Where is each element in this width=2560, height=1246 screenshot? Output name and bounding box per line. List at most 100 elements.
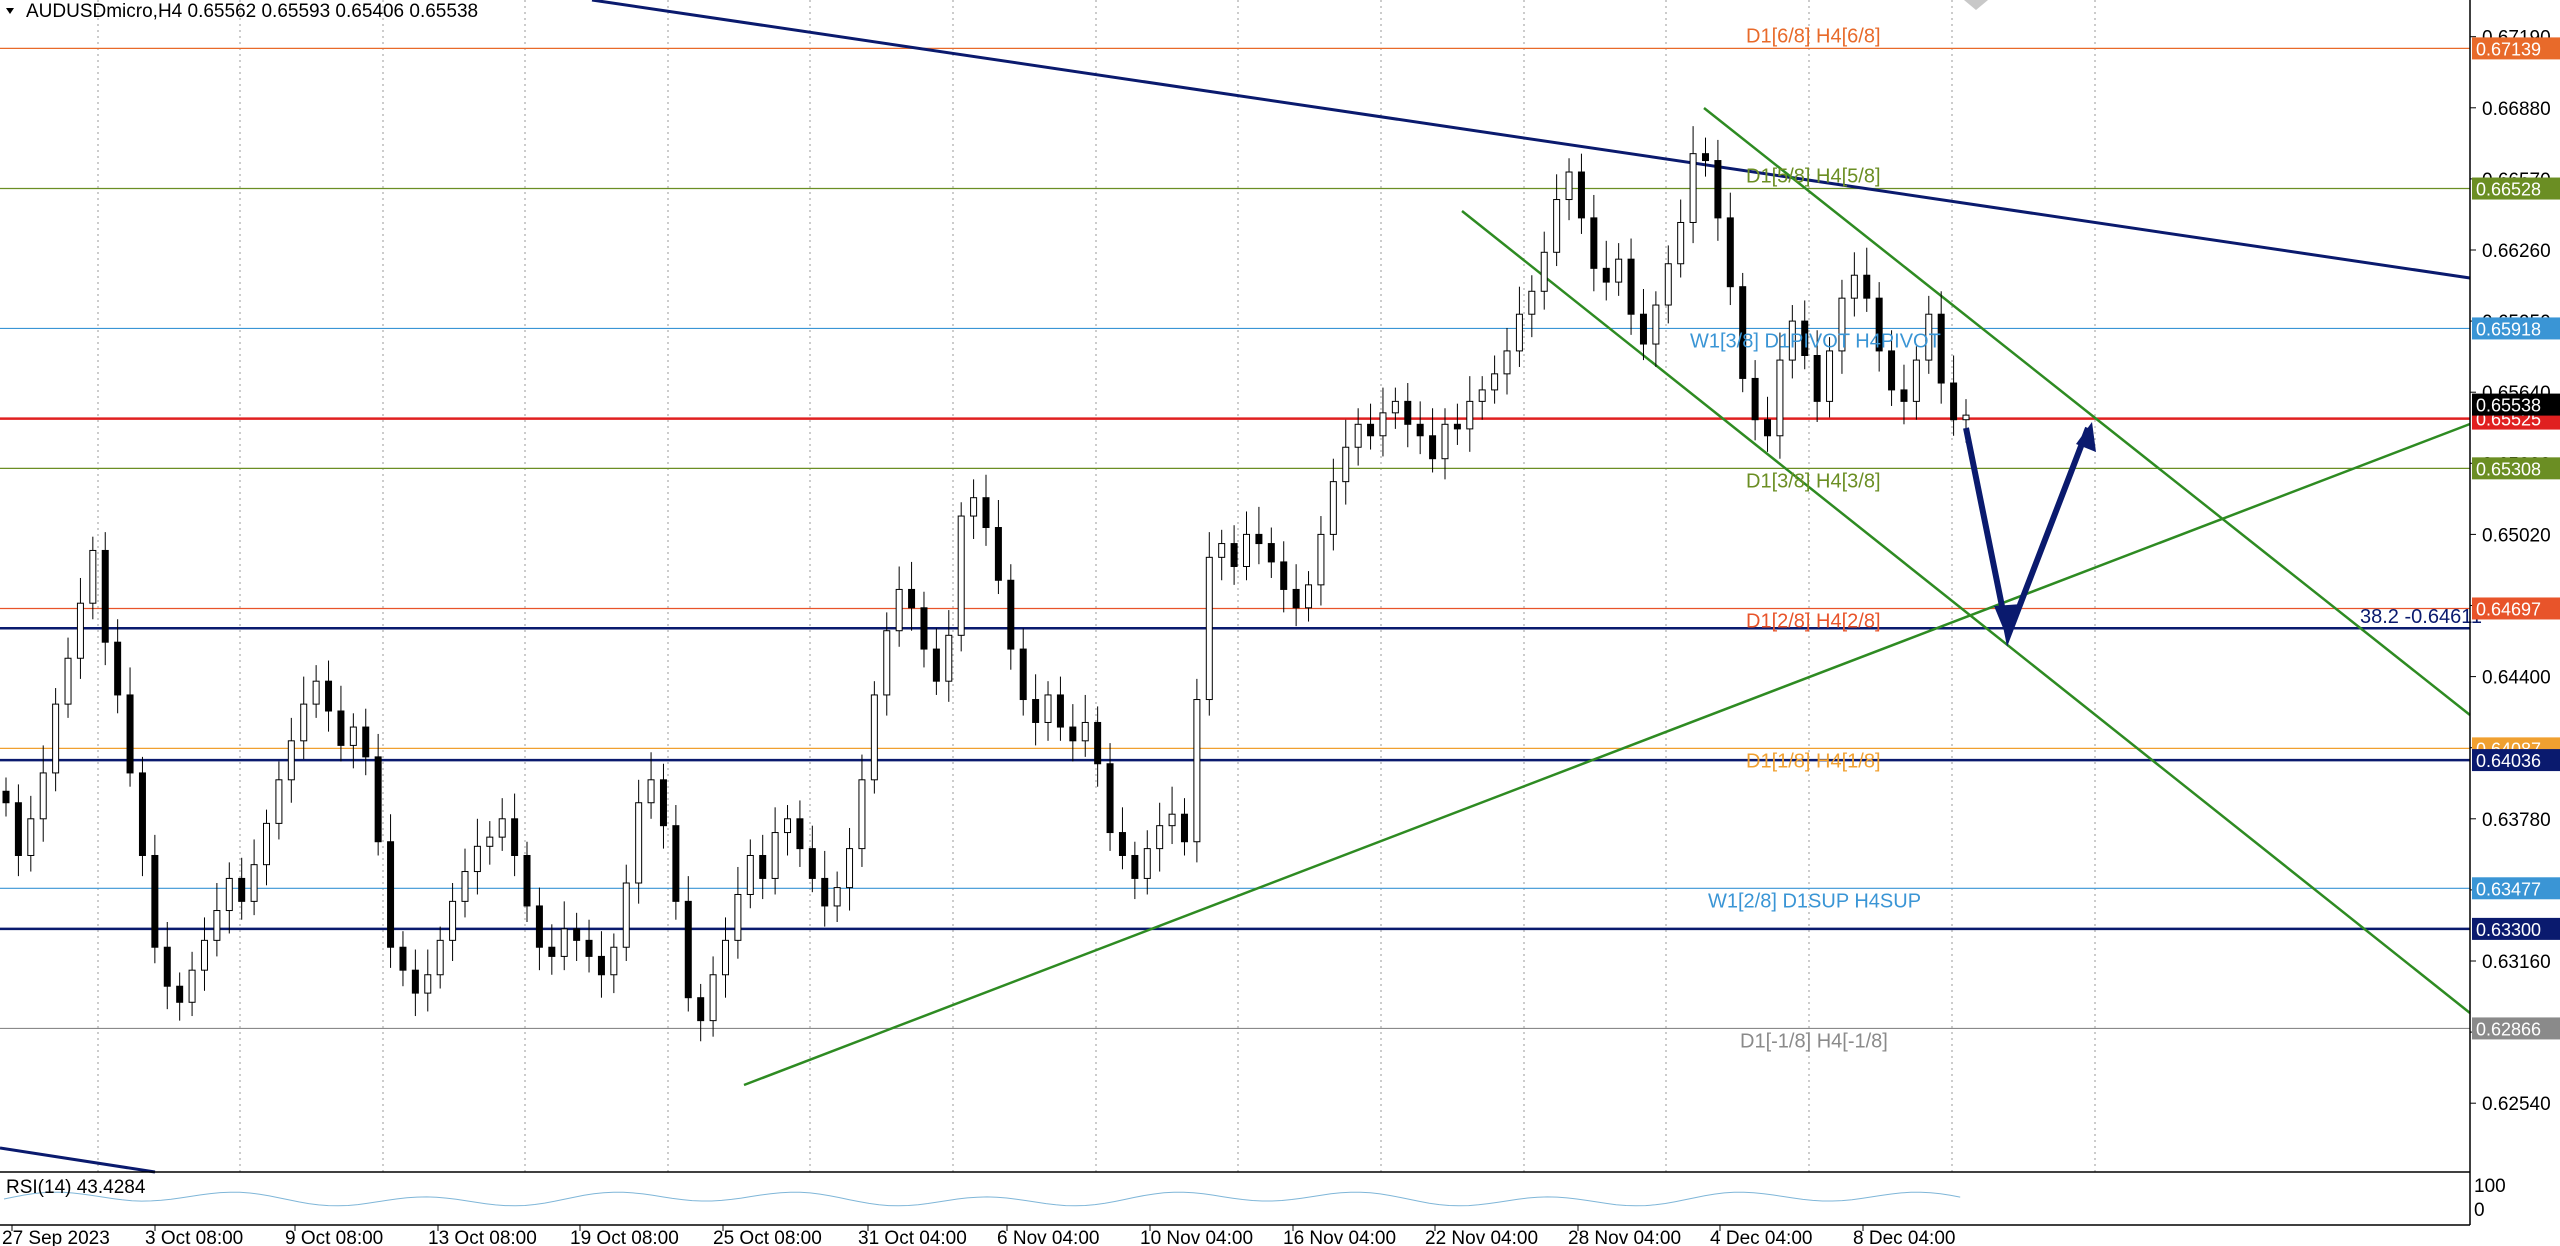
candle-body: [374, 756, 382, 843]
price-tag-box: [2472, 457, 2560, 480]
dropdown-triangle-icon[interactable]: [6, 8, 14, 14]
candle-body: [771, 832, 779, 879]
candle-body: [114, 641, 122, 696]
candle-body: [622, 882, 630, 948]
candle-body: [1751, 377, 1759, 421]
arrow-head-up-icon: [2076, 422, 2096, 452]
lower-trendline: [0, 1146, 156, 1174]
candle-body: [1813, 354, 1821, 402]
candle-body: [1044, 694, 1052, 723]
level-label: W1[3/8] D1PIVOT H4PIVOT: [1690, 330, 1941, 352]
candle-body: [684, 900, 692, 999]
projection-arrows: [1963, 422, 2096, 647]
candle-body: [486, 836, 494, 847]
candle-body: [436, 939, 444, 976]
candle-body: [1218, 543, 1226, 558]
x-tick-label: 9 Oct 08:00: [285, 1228, 383, 1246]
candle-body: [1478, 389, 1486, 402]
y-tick-label: 0.63160: [2482, 952, 2551, 973]
level-label: D1[1/8] H4[1/8]: [1746, 750, 1881, 772]
candle-body: [1391, 400, 1399, 414]
x-tick-label: 22 Nov 04:00: [1425, 1228, 1538, 1246]
candle-body: [1193, 699, 1201, 843]
candle-body: [300, 703, 308, 742]
candle-body: [1677, 221, 1685, 265]
level-label: D1[2/8] H4[2/8]: [1746, 610, 1881, 632]
candle-body: [1156, 825, 1164, 850]
x-tick-label: 3 Oct 08:00: [145, 1228, 243, 1246]
candle-body: [1143, 848, 1151, 879]
candle-body: [1118, 832, 1126, 856]
price-tag-label: 0.64697: [2476, 599, 2541, 619]
candle-body: [1801, 320, 1809, 356]
candle-body: [27, 818, 35, 856]
candle-body: [1491, 373, 1499, 391]
y-tick-label: 0.63780: [2482, 810, 2551, 831]
candle-body: [883, 630, 891, 696]
channel-upper: [1703, 107, 2471, 716]
candle-body: [1354, 423, 1362, 448]
candle-body: [1912, 359, 1920, 402]
y-tick-label: 0.65020: [2482, 525, 2551, 546]
level-label: D1[5/8] H4[5/8]: [1746, 166, 1881, 188]
candle-body: [449, 900, 457, 941]
y-tick-label: 0.64400: [2482, 668, 2551, 689]
y-tick-label: 0.66880: [2482, 99, 2551, 120]
candle-body: [163, 946, 171, 987]
candle-body: [523, 854, 531, 907]
candle-body: [325, 680, 333, 712]
price-tag-box: [2472, 177, 2560, 200]
candle-body: [1081, 721, 1089, 742]
x-tick-label: 16 Nov 04:00: [1283, 1228, 1396, 1246]
candle-body: [424, 974, 432, 994]
level-label: D1[3/8] H4[3/8]: [1746, 470, 1881, 492]
candle-body: [1590, 217, 1598, 269]
candle-body: [1714, 160, 1722, 219]
candle-body: [1168, 813, 1176, 827]
rsi-axis: 100 0: [2474, 1176, 2506, 1221]
candle-body: [1404, 400, 1412, 425]
candle-body: [1602, 267, 1610, 283]
candle-body: [982, 497, 990, 529]
candle-body: [263, 822, 271, 866]
scroll-marker-icon[interactable]: [1964, 0, 1988, 10]
level-lines: [0, 47, 2470, 1030]
candle-body: [1503, 350, 1511, 375]
candle-body: [1540, 251, 1548, 292]
candle-body: [535, 905, 543, 948]
current-price-label: 0.65538: [2476, 396, 2541, 416]
candle-body: [808, 848, 816, 879]
candle-body: [312, 680, 320, 705]
candle-body: [1466, 400, 1474, 430]
candle-body: [821, 877, 829, 907]
candle-body: [1652, 304, 1660, 345]
channel-lower: [1461, 210, 2471, 1014]
candle-body: [610, 946, 618, 976]
candle-body: [1850, 274, 1858, 299]
candle-body: [1243, 533, 1251, 568]
x-tick-label: 25 Oct 08:00: [713, 1228, 822, 1246]
x-tick-label: 19 Oct 08:00: [570, 1228, 679, 1246]
candle-body: [1379, 412, 1387, 437]
candle-body: [759, 854, 767, 879]
candle-body: [833, 887, 841, 907]
candle-body: [1937, 313, 1945, 384]
candle-body: [994, 527, 1002, 581]
candle-body: [138, 772, 146, 856]
candle-body: [238, 877, 246, 902]
candle-body: [1925, 313, 1933, 361]
price-tag-box: [2472, 749, 2560, 772]
candle-body: [1453, 423, 1461, 430]
candle-body: [1515, 313, 1523, 352]
arrow-head-down-icon: [1994, 604, 2022, 640]
y-tick-label: 0.62540: [2482, 1094, 2551, 1115]
candle-body: [101, 549, 109, 643]
x-tick-label: 31 Oct 04:00: [858, 1228, 967, 1246]
candle-body: [1019, 648, 1027, 701]
candle-body: [1056, 694, 1064, 728]
price-tag-label: 0.63300: [2476, 920, 2541, 940]
candle-body: [672, 825, 680, 902]
candle-body: [362, 726, 370, 758]
